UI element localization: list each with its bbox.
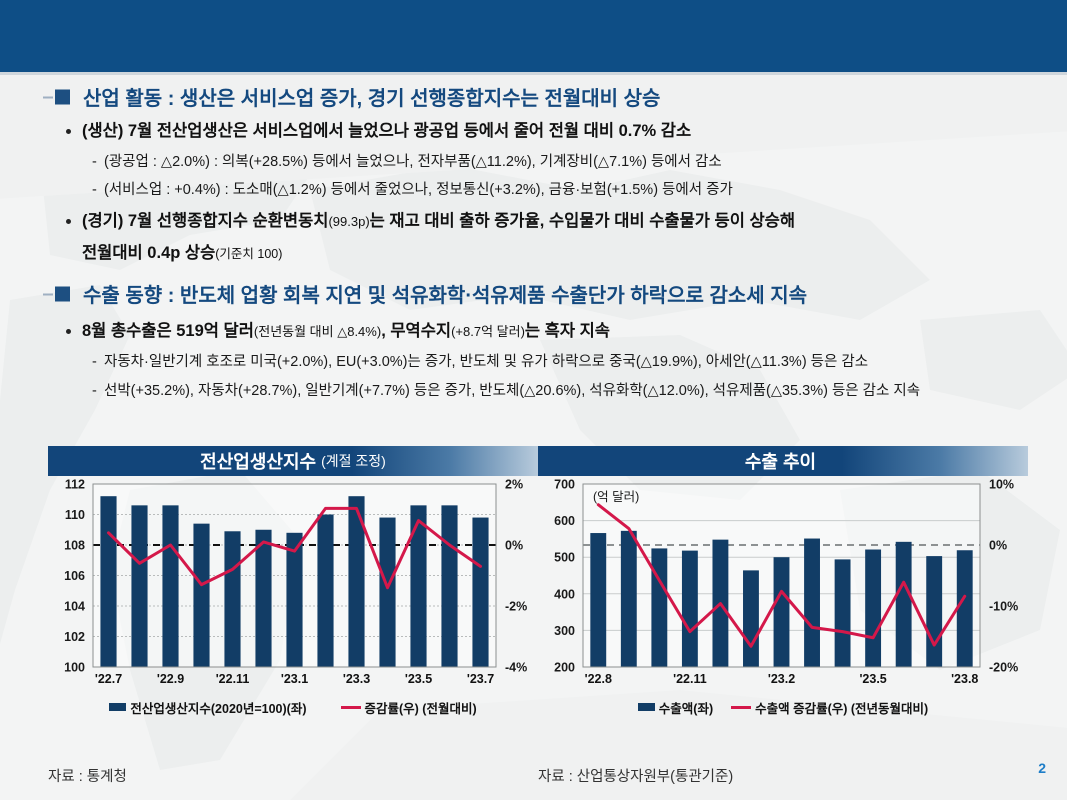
section2-bullet-1-s2: (+8.7억 달러) [451,324,525,340]
svg-text:(억 달러): (억 달러) [593,490,639,504]
charts-area: 전산업생산지수 (계절 조정) 100 102 104 106 108 110 112 -4%… [0,446,1067,800]
svg-text:106: 106 [64,569,85,583]
chart-right-legend: 수출액(좌) 수출액 증감률(우) (전년동월대비) [538,696,1028,718]
section-marker-square-icon [43,89,70,104]
chart-industrial-production: 전산업생산지수 (계절 조정) 100 102 104 106 108 110 112 -4%… [48,446,538,746]
legend-item-line: 증감률(우) (전월대비) [340,698,477,717]
svg-text:'23.3: '23.3 [343,672,370,686]
svg-text:'23.5: '23.5 [859,672,886,686]
section-export-trend: 수출 동향 : 반도체 업황 회복 지연 및 석유화학·석유제품 수출단가 하락… [0,279,1067,401]
section2-title: 수출 동향 : 반도체 업황 회복 지연 및 석유화학·석유제품 수출단가 하락… [83,285,807,308]
svg-text:110: 110 [65,508,85,522]
svg-text:2%: 2% [505,478,523,492]
chart-left-source: 자료 : 통계청 [48,769,127,785]
slide-header-bar [0,0,1067,72]
svg-text:-2%: -2% [505,600,527,614]
svg-text:'23.2: '23.2 [768,672,795,686]
section1-bullet-2-continuation: 전월대비 0.4p 상승(기준치 100) [0,239,1067,263]
svg-text:'22.7: '22.7 [95,672,122,686]
chart-export-trend: 수출 추이 200 300 400 500 600 700 -20% -10% 0% 10% '22… [538,446,1028,746]
section-industrial-activity: 산업 활동 : 생산은 서비스업 증가, 경기 선행종합지수는 전월대비 상승 … [0,82,1067,263]
section2-bullet-1-s1: (전년동월 대비 △8.4%) [253,324,382,340]
section1-bullet-1: (생산) 7월 전산업생산은 서비스업에서 늘었으나 광공업 등에서 줄어 전월… [0,120,1067,144]
slide-body: 산업 활동 : 생산은 서비스업 증가, 경기 선행종합지수는 전월대비 상승 … [0,72,1067,401]
svg-text:600: 600 [554,514,575,528]
section2-bullet-1-p2: , 무역수지 [381,322,452,341]
section1-bullet-2-main: (경기) 7월 선행종합지수 순환변동치 [82,211,329,230]
section2-subbullet-1-text: 자동차·일반기계 호조로 미국(+2.0%), EU(+3.0%)는 증가, 반… [104,354,869,371]
section1-subbullet-1-text: (광공업 : △2.0%) : 의복(+28.5%) 등에서 늘었으나, 전자부… [104,153,722,170]
legend-bar-label: 수출액(좌) [658,701,714,716]
legend-item-bar: 전산업생산지수(2020년=100)(좌) [109,698,307,717]
section1-heading: 산업 활동 : 생산은 서비스업 증가, 경기 선행종합지수는 전월대비 상승 [0,82,1067,111]
section1-subbullet-2-text: (서비스업 : +0.4%) : 도소매(△1.2%) 등에서 줄었으나, 정보… [104,182,733,199]
section2-subbullet-2: 선박(+35.2%), 자동차(+28.7%), 일반기계(+7.7%) 등은 … [0,381,1067,402]
svg-text:100: 100 [64,661,85,675]
svg-text:'22.11: '22.11 [216,672,250,686]
header-underline [0,72,1067,75]
legend-line-label: 증감률(우) (전월대비) [364,701,477,716]
legend-line-swatch-icon [340,705,361,709]
svg-text:-10%: -10% [989,600,1018,614]
svg-text:200: 200 [554,661,575,675]
chart-right-source: 자료 : 산업통상자원부(통관기준) [538,769,734,785]
svg-text:'23.7: '23.7 [467,672,494,686]
chart-left-plot: 100 102 104 106 108 110 112 -4% -2% 0% 2% '22.7 '22.… [48,476,538,691]
section2-subbullet-2-text: 선박(+35.2%), 자동차(+28.7%), 일반기계(+7.7%) 등은 … [104,382,921,399]
legend-bar-label: 전산업생산지수(2020년=100)(좌) [130,701,307,716]
chart-right-title-bar: 수출 추이 [538,446,1028,476]
chart-left-title: 전산업생산지수 [200,452,317,472]
legend-item-bar: 수출액(좌) [637,698,714,717]
svg-text:'23.8: '23.8 [951,672,978,686]
svg-text:700: 700 [554,478,575,492]
svg-text:-4%: -4% [505,661,527,675]
legend-item-line: 수출액 증감률(우) (전년동월대비) [731,698,928,717]
legend-bar-swatch-icon [637,703,655,711]
section1-bullet-2-cont-main: 전월대비 0.4p 상승 [82,244,216,263]
svg-text:500: 500 [554,551,575,565]
svg-text:0%: 0% [505,539,523,553]
chart-left-legend: 전산업생산지수(2020년=100)(좌) 증감률(우) (전월대비) [48,696,538,718]
section1-subbullet-1: (광공업 : △2.0%) : 의복(+28.5%) 등에서 늘었으나, 전자부… [0,152,1067,173]
svg-text:'22.9: '22.9 [157,672,184,686]
svg-text:400: 400 [554,587,575,601]
section1-bullet-2-rest: 는 재고 대비 출하 증가율, 수입물가 대비 수출물가 등이 상승해 [369,211,795,230]
chart-left-title-bar: 전산업생산지수 (계절 조정) [48,446,538,476]
legend-bar-swatch-icon [109,703,127,711]
section-marker-square-icon [43,286,70,302]
svg-text:104: 104 [64,600,85,614]
legend-line-swatch-icon [731,705,752,709]
svg-text:112: 112 [65,478,85,492]
svg-text:-20%: -20% [989,661,1018,675]
svg-text:10%: 10% [989,478,1014,492]
legend-line-label: 수출액 증감률(우) (전년동월대비) [755,701,929,716]
section2-bullet-1-p3: 는 흑자 지속 [524,322,610,341]
svg-text:'23.1: '23.1 [281,672,308,686]
section1-bullet-2-paren: (99.3p) [328,213,370,229]
page-number: 2 [1038,760,1046,776]
chart-right-title: 수출 추이 [744,452,817,472]
svg-text:102: 102 [64,630,85,644]
svg-text:108: 108 [64,539,85,553]
section1-bullet-2: (경기) 7월 선행종합지수 순환변동치(99.3p)는 재고 대비 출하 증가… [0,210,1067,234]
section2-bullet-1: 8월 총수출은 519억 달러(전년동월 대비 △8.4%), 무역수지(+8.… [0,320,1067,344]
section2-subbullet-1: 자동차·일반기계 호조로 미국(+2.0%), EU(+3.0%)는 증가, 반… [0,352,1067,373]
svg-text:'23.5: '23.5 [405,672,432,686]
chart-left-subtitle: (계절 조정) [321,453,386,469]
svg-text:'22.8: '22.8 [585,672,612,686]
section1-subbullet-2: (서비스업 : +0.4%) : 도소매(△1.2%) 등에서 줄었으나, 정보… [0,180,1067,201]
svg-text:0%: 0% [989,539,1007,553]
section1-bullet-1-text: (생산) 7월 전산업생산은 서비스업에서 늘었으나 광공업 등에서 줄어 전월… [82,122,692,140]
section1-bullet-2-cont-paren: (기준치 100) [215,247,283,262]
section1-title: 산업 활동 : 생산은 서비스업 증가, 경기 선행종합지수는 전월대비 상승 [83,88,661,110]
section2-bullet-1-p1: 8월 총수출은 519억 달러 [82,322,254,341]
svg-text:'22.11: '22.11 [673,672,707,686]
chart-right-plot: 200 300 400 500 600 700 -20% -10% 0% 10% '22.8 '22.… [538,476,1028,691]
svg-text:300: 300 [554,624,575,638]
section2-heading: 수출 동향 : 반도체 업황 회복 지연 및 석유화학·석유제품 수출단가 하락… [0,279,1067,308]
